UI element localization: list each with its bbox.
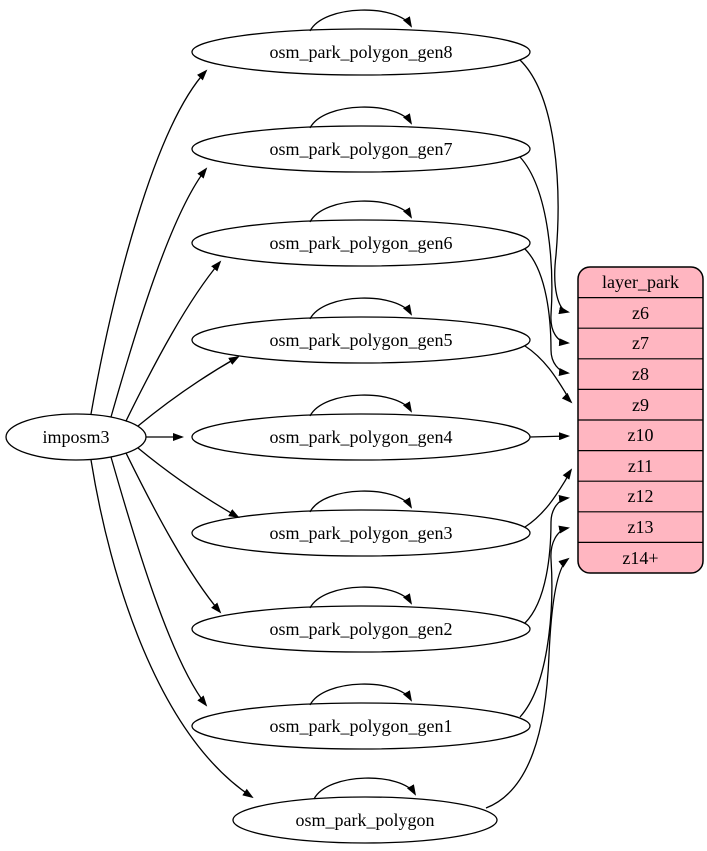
gen5-label: osm_park_polygon_gen5 bbox=[270, 330, 453, 350]
node-osm-park-polygon-gen2: osm_park_polygon_gen2 bbox=[191, 605, 531, 653]
edge-gen7-z7 bbox=[519, 156, 570, 347]
gen8-ellipse bbox=[191, 28, 531, 76]
gen7-label: osm_park_polygon_gen7 bbox=[270, 139, 453, 159]
layer-park-row-z7: z7 bbox=[632, 333, 649, 353]
polygon-ellipse bbox=[232, 796, 498, 844]
edge-polygon-z14plus bbox=[485, 557, 570, 809]
gen6-ellipse bbox=[191, 219, 531, 267]
gen2-ellipse bbox=[191, 605, 531, 653]
node-osm-park-polygon-gen6: osm_park_polygon_gen6 bbox=[191, 219, 531, 267]
layer-park-title: layer_park bbox=[602, 272, 679, 292]
gen7-ellipse bbox=[191, 125, 531, 173]
edge-imposm3-polygon bbox=[90, 459, 254, 799]
gen3-ellipse bbox=[191, 509, 531, 557]
edge-imposm3-gen2 bbox=[125, 452, 222, 614]
node-osm-park-polygon-gen5: osm_park_polygon_gen5 bbox=[191, 316, 531, 364]
node-osm-park-polygon-gen3: osm_park_polygon_gen3 bbox=[191, 509, 531, 557]
self-loop-gen2 bbox=[309, 586, 413, 609]
node-osm-park-polygon-gen8: osm_park_polygon_gen8 bbox=[191, 28, 531, 76]
self-loop-polygon bbox=[313, 777, 417, 800]
gen3-label: osm_park_polygon_gen3 bbox=[270, 523, 453, 543]
layer-park-row-z6: z6 bbox=[632, 303, 649, 323]
edge-gen1-z13 bbox=[519, 525, 570, 718]
layer-park-row-z14plus: z14+ bbox=[622, 548, 658, 568]
edge-imposm3-gen6 bbox=[125, 260, 222, 422]
self-loop-gen4 bbox=[309, 394, 413, 417]
layer-park-row-z13: z13 bbox=[628, 517, 654, 537]
edge-imposm3-gen8 bbox=[90, 69, 208, 415]
gen5-ellipse bbox=[191, 316, 531, 364]
imposm3-label: imposm3 bbox=[42, 427, 109, 447]
node-osm-park-polygon-gen7: osm_park_polygon_gen7 bbox=[191, 125, 531, 173]
edges-imposm3-to-tables bbox=[90, 69, 254, 799]
gen1-ellipse bbox=[191, 702, 531, 750]
node-imposm3: imposm3 bbox=[5, 413, 147, 461]
self-loop-gen3 bbox=[309, 490, 413, 513]
layer-park-row-z11: z11 bbox=[628, 456, 653, 476]
edge-imposm3-gen5 bbox=[137, 356, 240, 427]
node-osm-park-polygon: osm_park_polygon bbox=[232, 796, 498, 844]
gen6-label: osm_park_polygon_gen6 bbox=[270, 233, 453, 253]
edge-gen5-z9 bbox=[524, 345, 573, 404]
gen4-label: osm_park_polygon_gen4 bbox=[270, 427, 453, 447]
edge-gen3-z11 bbox=[524, 468, 573, 528]
layer-park-row-z10: z10 bbox=[628, 425, 654, 445]
self-loop-gen7 bbox=[309, 106, 413, 129]
self-loop-gen6 bbox=[309, 200, 413, 223]
gen1-label: osm_park_polygon_gen1 bbox=[270, 716, 453, 736]
gen8-label: osm_park_polygon_gen8 bbox=[270, 42, 453, 62]
edge-gen2-z12 bbox=[524, 495, 570, 624]
edge-imposm3-gen7 bbox=[110, 167, 208, 418]
self-loop-gen8 bbox=[309, 9, 413, 32]
self-loops bbox=[309, 9, 417, 800]
node-layer-park: layer_park z6 z7 z8 z9 z10 z11 z12 z13 z… bbox=[577, 266, 704, 574]
edge-gen4-z10 bbox=[529, 432, 570, 441]
self-loop-gen1 bbox=[309, 683, 413, 706]
node-osm-park-polygon-gen1: osm_park_polygon_gen1 bbox=[191, 702, 531, 750]
polygon-label: osm_park_polygon bbox=[296, 810, 435, 830]
layer-park-row-z8: z8 bbox=[632, 364, 649, 384]
layer-park-row-z9: z9 bbox=[632, 395, 649, 415]
edges-tables-to-layer bbox=[485, 59, 573, 809]
edge-imposm3-gen1 bbox=[110, 456, 208, 707]
node-osm-park-polygon-gen4: osm_park_polygon_gen4 bbox=[191, 413, 531, 461]
gen2-label: osm_park_polygon_gen2 bbox=[270, 619, 453, 639]
edge-gen8-z6 bbox=[519, 59, 570, 315]
self-loop-gen5 bbox=[309, 297, 413, 320]
edge-imposm3-gen3 bbox=[137, 447, 240, 518]
edge-gen6-z8 bbox=[524, 248, 570, 376]
layer-park-row-z12: z12 bbox=[628, 486, 654, 506]
